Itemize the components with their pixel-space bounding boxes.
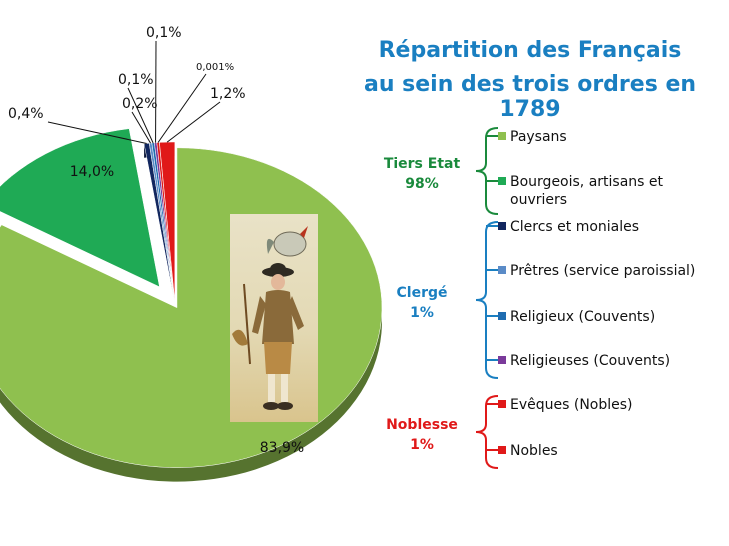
- slice-label-5: 0,1%: [118, 72, 154, 88]
- slice-label-8: 1,2%: [210, 86, 246, 102]
- order-name-1: Tiers Etat: [384, 156, 461, 172]
- legend-swatch-1: [498, 132, 506, 140]
- legend-label-7: Evêques (Nobles): [510, 397, 633, 413]
- order-name-2: Clergé: [397, 285, 448, 301]
- order-percent-3: 1%: [410, 437, 434, 453]
- leader-line-7: [157, 73, 207, 143]
- legend-swatch-5: [498, 312, 506, 320]
- chart-title-line-1: Répartition des Français: [378, 38, 682, 63]
- order-name-3: Noblesse: [386, 417, 458, 433]
- legend-label-6: Religieuses (Couvents): [510, 353, 670, 369]
- legend-label-3: Clercs et moniales: [510, 219, 639, 235]
- legend-label-4: Prêtres (service paroissial): [510, 263, 695, 279]
- legend-label-5: Religieux (Couvents): [510, 309, 655, 325]
- legend-label-8: Nobles: [510, 443, 558, 459]
- order-brace-1: [475, 127, 499, 215]
- legend-swatch-8: [498, 446, 506, 454]
- peasant-illustration: [230, 214, 318, 422]
- slice-label-1: 83,9%: [260, 440, 304, 456]
- pie-slice-2: [0, 128, 160, 288]
- slice-label-2: 14,0%: [70, 164, 114, 180]
- slice-label-7: 0,001%: [196, 62, 234, 73]
- legend-label-2: Bourgeois, artisans et ouvriers: [510, 174, 664, 208]
- chart-title-line-2: au sein des trois ordres en 1789: [363, 72, 697, 122]
- slice-label-6: 0,1%: [146, 25, 182, 41]
- legend-swatch-3: [498, 222, 506, 230]
- legend: Paysans Bourgeois, artisans et ouvriers Tie…: [384, 127, 695, 469]
- legend-swatch-4: [498, 266, 506, 274]
- order-brace-3: [475, 395, 499, 469]
- slice-label-3: 0,4%: [8, 106, 44, 122]
- slice-label-4: 0,2%: [122, 96, 158, 112]
- order-percent-1: 98%: [405, 176, 439, 192]
- slice-labels: 83,9% 14,0% 0,4% 0,2% 0,1% 0,1% 0,001% 1,2%: [8, 25, 304, 456]
- pie-layer: [0, 128, 383, 482]
- leader-lines: [47, 40, 221, 144]
- legend-swatch-2: [498, 177, 506, 185]
- legend-label-1: Paysans: [510, 129, 567, 145]
- legend-swatch-6: [498, 356, 506, 364]
- peasant-drawing: [232, 226, 308, 410]
- leader-line-8: [166, 101, 221, 143]
- order-brace-2: [475, 221, 499, 379]
- order-percent-2: 1%: [410, 305, 434, 321]
- leader-line-5: [127, 87, 154, 144]
- leader-line-4: [131, 111, 151, 144]
- leader-line-3: [47, 121, 147, 144]
- legend-swatch-7: [498, 400, 506, 408]
